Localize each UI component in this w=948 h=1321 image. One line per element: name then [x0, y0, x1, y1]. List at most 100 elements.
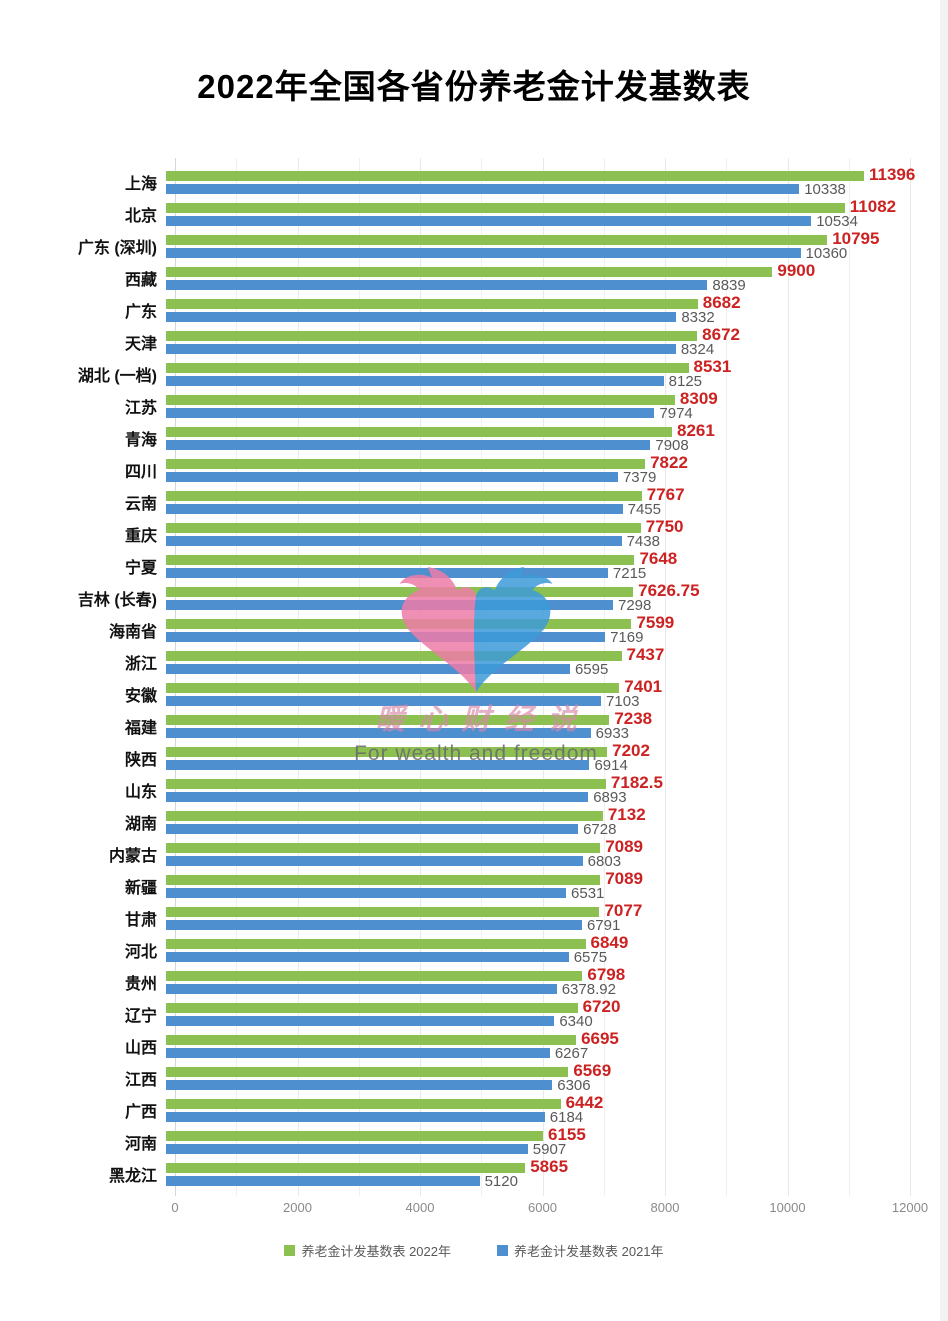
bar-2022 [166, 1130, 543, 1141]
value-2021: 6893 [593, 789, 627, 806]
gridline [236, 158, 238, 1196]
table-row: 新疆 7089 6531 [0, 870, 948, 902]
bar-2022 [166, 778, 606, 789]
bar-2021 [166, 887, 567, 898]
value-2022: 7599 [636, 613, 675, 632]
table-row: 河南 6155 5907 [0, 1126, 948, 1158]
bar-2022 [166, 1066, 569, 1077]
table-row: 四川 7822 7379 [0, 454, 948, 486]
value-2021: 6791 [586, 917, 621, 934]
value-2022: 8682 [702, 293, 741, 312]
value-2021: 7215 [612, 565, 647, 582]
table-row: 河北 6849 6575 [0, 934, 948, 966]
category-label: 山西 [124, 1040, 157, 1057]
page-edge-shadow [940, 0, 948, 1321]
table-row: 广西 6442 6184 [0, 1094, 948, 1126]
bar-2021 [166, 855, 583, 866]
bar-2021 [166, 375, 664, 386]
value-2021: 6575 [573, 949, 608, 966]
value-2022: 8531 [693, 357, 732, 376]
bar-2021 [166, 535, 622, 546]
value-2022: 7401 [624, 677, 663, 696]
category-label: 新疆 [124, 880, 157, 897]
table-row: 北京 11082 10534 [0, 198, 948, 230]
y-axis-line [175, 158, 176, 1196]
value-2021: 5907 [532, 1141, 567, 1158]
table-row: 青海 8261 7908 [0, 422, 948, 454]
value-2021: 6267 [554, 1045, 589, 1062]
category-label: 江苏 [124, 400, 157, 417]
bar-2021 [166, 1079, 553, 1090]
category-label: 贵州 [124, 976, 157, 993]
value-2022: 6798 [587, 965, 626, 984]
table-row: 湖北 (一档) 8531 8125 [0, 358, 948, 390]
category-label: 吉林 (长春) [77, 592, 157, 609]
value-2021: 6728 [583, 821, 617, 838]
category-label: 辽宁 [124, 1008, 157, 1025]
x-tick-label: 4000 [405, 1200, 435, 1215]
table-row: 宁夏 7648 7215 [0, 550, 948, 582]
value-2022: 7750 [645, 517, 684, 536]
bar-2022 [166, 234, 828, 245]
value-2021: 7455 [627, 501, 661, 518]
bar-2021 [166, 503, 623, 514]
value-2022: 7238 [614, 709, 653, 728]
bar-2021 [166, 247, 801, 258]
category-label: 河北 [124, 944, 157, 961]
gridline [603, 158, 605, 1196]
value-2021: 8324 [680, 341, 715, 358]
value-2022: 7077 [604, 901, 643, 920]
bar-2021 [166, 727, 591, 738]
value-2021: 6595 [574, 661, 609, 678]
gridline [665, 158, 666, 1196]
category-label: 黑龙江 [108, 1168, 157, 1185]
x-tick-label: 10000 [769, 1200, 806, 1215]
value-2022: 8261 [676, 421, 715, 440]
bar-2021 [166, 407, 655, 418]
table-row: 云南 7767 7455 [0, 486, 948, 518]
bar-2021 [166, 1143, 528, 1154]
gridline [358, 158, 360, 1196]
bar-2021 [166, 1175, 480, 1186]
bar-2021 [166, 567, 608, 578]
value-2022: 8672 [702, 325, 740, 344]
category-label: 上海 [124, 176, 157, 193]
bar-2022 [166, 1098, 561, 1109]
value-2022: 7648 [639, 549, 678, 568]
value-2022: 8309 [679, 389, 718, 408]
bar-2022 [166, 1034, 577, 1045]
legend-item-2022: 养老金计发基数表 2022年 [284, 1241, 451, 1260]
gridline [848, 158, 850, 1196]
bar-2022 [166, 362, 689, 373]
value-2022: 6695 [581, 1029, 619, 1048]
bar-2022 [166, 330, 698, 341]
bar-2021 [166, 215, 812, 226]
category-label: 天津 [124, 336, 157, 353]
category-label: 云南 [124, 496, 157, 513]
value-2022: 7767 [646, 485, 685, 504]
table-row: 广东 8682 8332 [0, 294, 948, 326]
bar-2022 [166, 970, 583, 981]
table-row: 西藏 9900 8839 [0, 262, 948, 294]
bar-2022 [166, 938, 586, 949]
value-2021: 8332 [681, 309, 715, 326]
bar-2022 [166, 810, 603, 821]
value-2021: 6184 [549, 1109, 584, 1126]
bar-2022 [166, 586, 634, 597]
table-row: 贵州 6798 6378.92 [0, 966, 948, 998]
value-2021: 7298 [618, 597, 652, 614]
bar-2021 [166, 631, 606, 642]
table-row: 上海 11396 10338 [0, 166, 948, 198]
bar-2022 [166, 618, 632, 629]
value-2021: 7974 [659, 405, 693, 422]
value-2022: 9900 [777, 261, 816, 280]
value-2022: 6720 [582, 997, 621, 1016]
value-2021: 7438 [626, 533, 660, 550]
bar-2021 [166, 343, 676, 354]
category-label: 河南 [124, 1136, 157, 1153]
value-2021: 10534 [816, 213, 858, 230]
value-2022: 6849 [590, 933, 629, 952]
table-row: 黑龙江 5865 5120 [0, 1158, 948, 1190]
bar-2022 [166, 842, 601, 853]
bar-2022 [166, 490, 642, 501]
